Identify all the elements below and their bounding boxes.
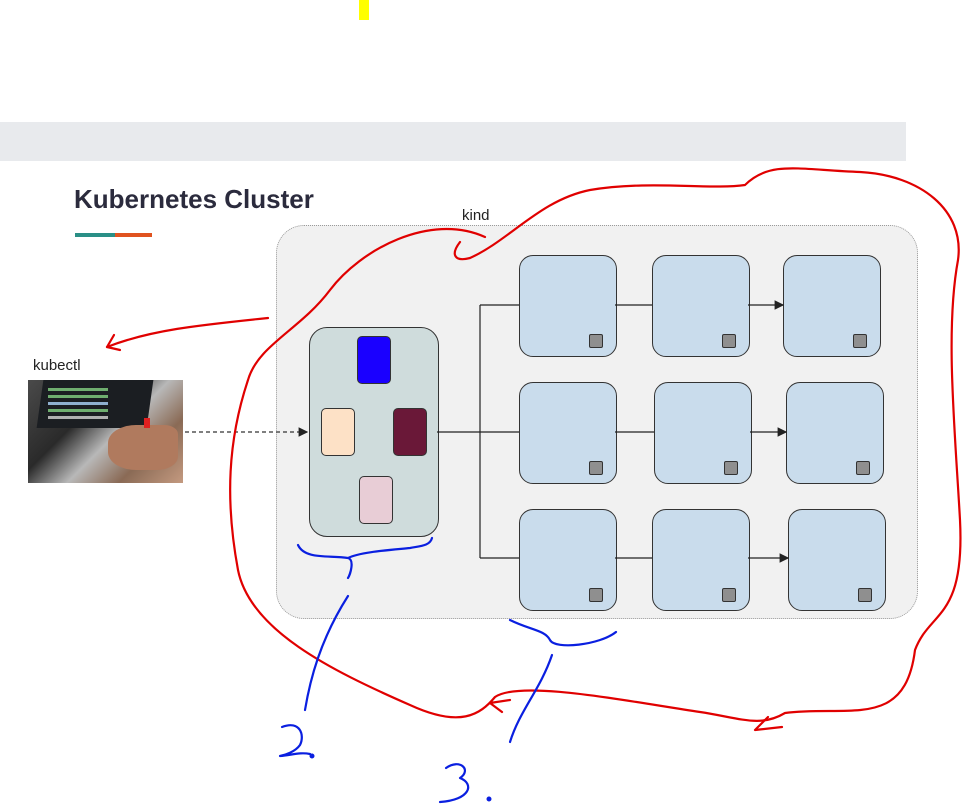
red-annotation: [105, 167, 962, 732]
pod-peach: [321, 408, 355, 456]
container-icon: [722, 334, 736, 348]
worker-node: [783, 255, 881, 357]
container-icon: [853, 334, 867, 348]
worker-node: [788, 509, 886, 611]
pod-blue: [357, 336, 391, 384]
worker-node: [652, 509, 750, 611]
worker-node: [654, 382, 752, 484]
terminal-code: [48, 388, 108, 391]
kubectl-label: kubectl: [33, 357, 81, 374]
title-underline-orange: [115, 233, 152, 237]
cluster-label: kind: [462, 207, 490, 224]
control-plane-node: [309, 327, 439, 537]
worker-node: [652, 255, 750, 357]
container-icon: [589, 588, 603, 602]
laptop-photo: [28, 380, 183, 483]
mouse-cursor-icon: [144, 418, 150, 428]
slide-header-bar: [0, 122, 906, 161]
slide-title: Kubernetes Cluster: [74, 184, 314, 214]
worker-node: [519, 255, 617, 357]
container-icon: [856, 461, 870, 475]
worker-node: [786, 382, 884, 484]
container-icon: [589, 334, 603, 348]
container-icon: [858, 588, 872, 602]
container-icon: [722, 588, 736, 602]
typing-hand: [108, 425, 178, 470]
title-underline-teal: [75, 233, 115, 237]
container-icon: [589, 461, 603, 475]
worker-node: [519, 509, 617, 611]
control-to-worker-lines: [437, 300, 790, 563]
pod-pink: [359, 476, 393, 524]
container-icon: [724, 461, 738, 475]
blue-annotation: [278, 536, 618, 804]
worker-node: [519, 382, 617, 484]
pod-maroon: [393, 408, 427, 456]
highlight-marker: [359, 0, 369, 20]
